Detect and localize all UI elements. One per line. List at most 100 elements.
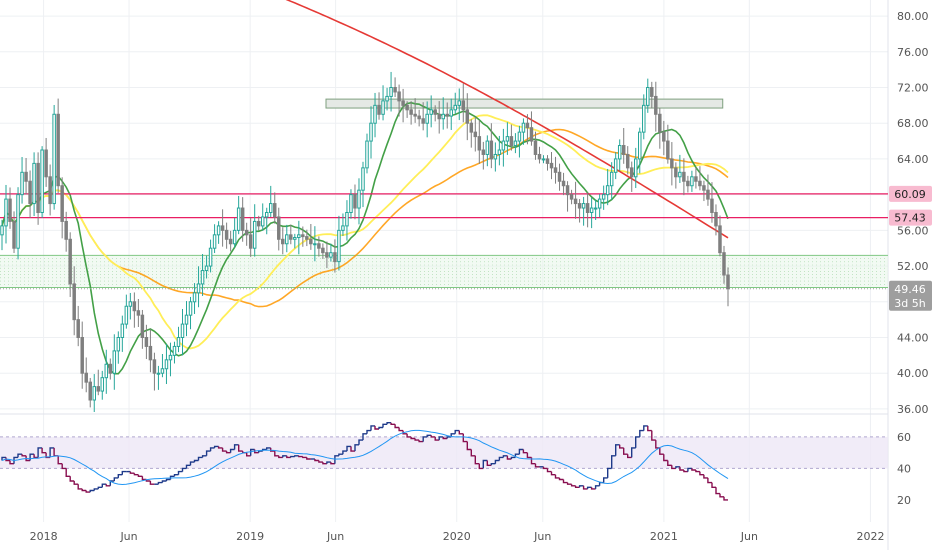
oscillator-step [49, 447, 55, 458]
oscillator-step [426, 434, 432, 437]
candle-body-down [577, 203, 582, 209]
oscillator-step [229, 448, 235, 453]
candle-body-down [68, 238, 72, 285]
candle-body-down [718, 225, 722, 254]
candle-body-down [140, 314, 145, 338]
candle-body-down [397, 91, 401, 102]
candle-body-down [421, 118, 425, 124]
candle-body-up [297, 234, 301, 238]
candle-body-up [124, 305, 129, 325]
oscillator-step [370, 425, 375, 431]
oscillator-step [266, 447, 271, 450]
candle-body-down [24, 171, 28, 182]
oscillator-step [101, 483, 107, 488]
oscillator-step [422, 436, 428, 442]
oscillator-step [77, 484, 83, 490]
candle-body-up [232, 229, 237, 245]
candle-body-up [501, 140, 506, 151]
candle-body-down [8, 198, 12, 222]
price-level-badge-label: 60.09 [894, 188, 926, 201]
current-price-badge [889, 280, 932, 311]
price-tick-label: 36.00 [897, 403, 929, 416]
time-tick-label: 2022 [856, 530, 884, 543]
oscillator-step [282, 455, 287, 458]
oscillator-step [522, 449, 528, 454]
oscillator-step [274, 451, 279, 457]
candles-layer [0, 71, 730, 412]
candle-body-down [44, 149, 48, 178]
candle-body-up [605, 185, 610, 196]
oscillator-step [574, 485, 580, 488]
candle-body-up [449, 109, 453, 117]
candle-body-down [309, 238, 313, 245]
candle-body-down [281, 238, 285, 245]
candle-body-up [196, 283, 201, 294]
time-tick-label: 2018 [30, 530, 58, 543]
oscillator-step [502, 455, 508, 458]
candle-body-down [670, 158, 674, 169]
candle-body-up [329, 252, 333, 258]
oscillator-step [458, 430, 464, 435]
oscillator-pane [0, 422, 888, 501]
candle-body-up [264, 212, 269, 218]
candle-body-down [144, 337, 149, 347]
oscillator-step [362, 433, 367, 441]
candle-body-up [212, 234, 217, 249]
oscillator-step [73, 481, 79, 485]
time-tick-label: 2019 [236, 530, 264, 543]
oscillator-step [338, 453, 343, 456]
candle-body-up [285, 234, 289, 245]
oscillator-step [330, 462, 335, 465]
oscillator-step [105, 484, 111, 487]
oscillator-step [534, 463, 540, 468]
resistance-zone [325, 98, 724, 109]
oscillator-step [185, 464, 191, 469]
oscillator-step [615, 444, 620, 456]
time-tick-label: Jun [119, 530, 137, 543]
oscillator-step [1, 456, 6, 461]
oscillator-step [607, 467, 612, 478]
candle-body-up [216, 225, 221, 236]
candle-body-up [609, 171, 614, 187]
candle-body-down [553, 167, 558, 173]
oscillator-step [113, 477, 119, 481]
candle-body-up [188, 301, 193, 316]
candle-body-up [4, 198, 8, 227]
candle-body-down [445, 113, 449, 117]
oscillator-step [418, 440, 424, 443]
candle-body-down [228, 238, 233, 245]
candle-body-up [361, 167, 365, 191]
candle-body-up [337, 229, 341, 263]
oscillator-step [446, 436, 452, 439]
oscillator-step [663, 454, 668, 462]
candle-body-down [489, 140, 494, 160]
candle-body-up [20, 171, 24, 196]
oscillator-step [619, 444, 624, 449]
oscillator-step [679, 466, 684, 471]
candle-body-up [16, 194, 20, 249]
oscillator-step [238, 444, 243, 452]
current-price-label: 49.46 [894, 283, 926, 296]
candle-body-down [509, 136, 514, 147]
oscillator-step [498, 456, 504, 461]
candle-body-down [654, 95, 658, 115]
oscillator-step [334, 455, 339, 464]
candle-body-down [662, 131, 666, 142]
candle-body-up [617, 145, 622, 160]
price-tick-label: 72.00 [897, 82, 929, 95]
oscillator-step [137, 474, 143, 477]
moving-averages-layer [1, 0, 729, 375]
oscillator-step [490, 463, 496, 466]
oscillator-step [611, 455, 616, 469]
oscillator-step [117, 474, 123, 478]
price-tick-label: 40.00 [897, 367, 929, 380]
oscillator-step [65, 468, 71, 477]
candle-body-up [365, 140, 369, 169]
candle-body-up [513, 140, 518, 147]
candle-body-down [533, 140, 538, 155]
candle-body-down [682, 171, 686, 182]
oscillator-step [466, 441, 472, 451]
candle-body-up [32, 162, 36, 205]
candle-body-down [76, 319, 80, 338]
